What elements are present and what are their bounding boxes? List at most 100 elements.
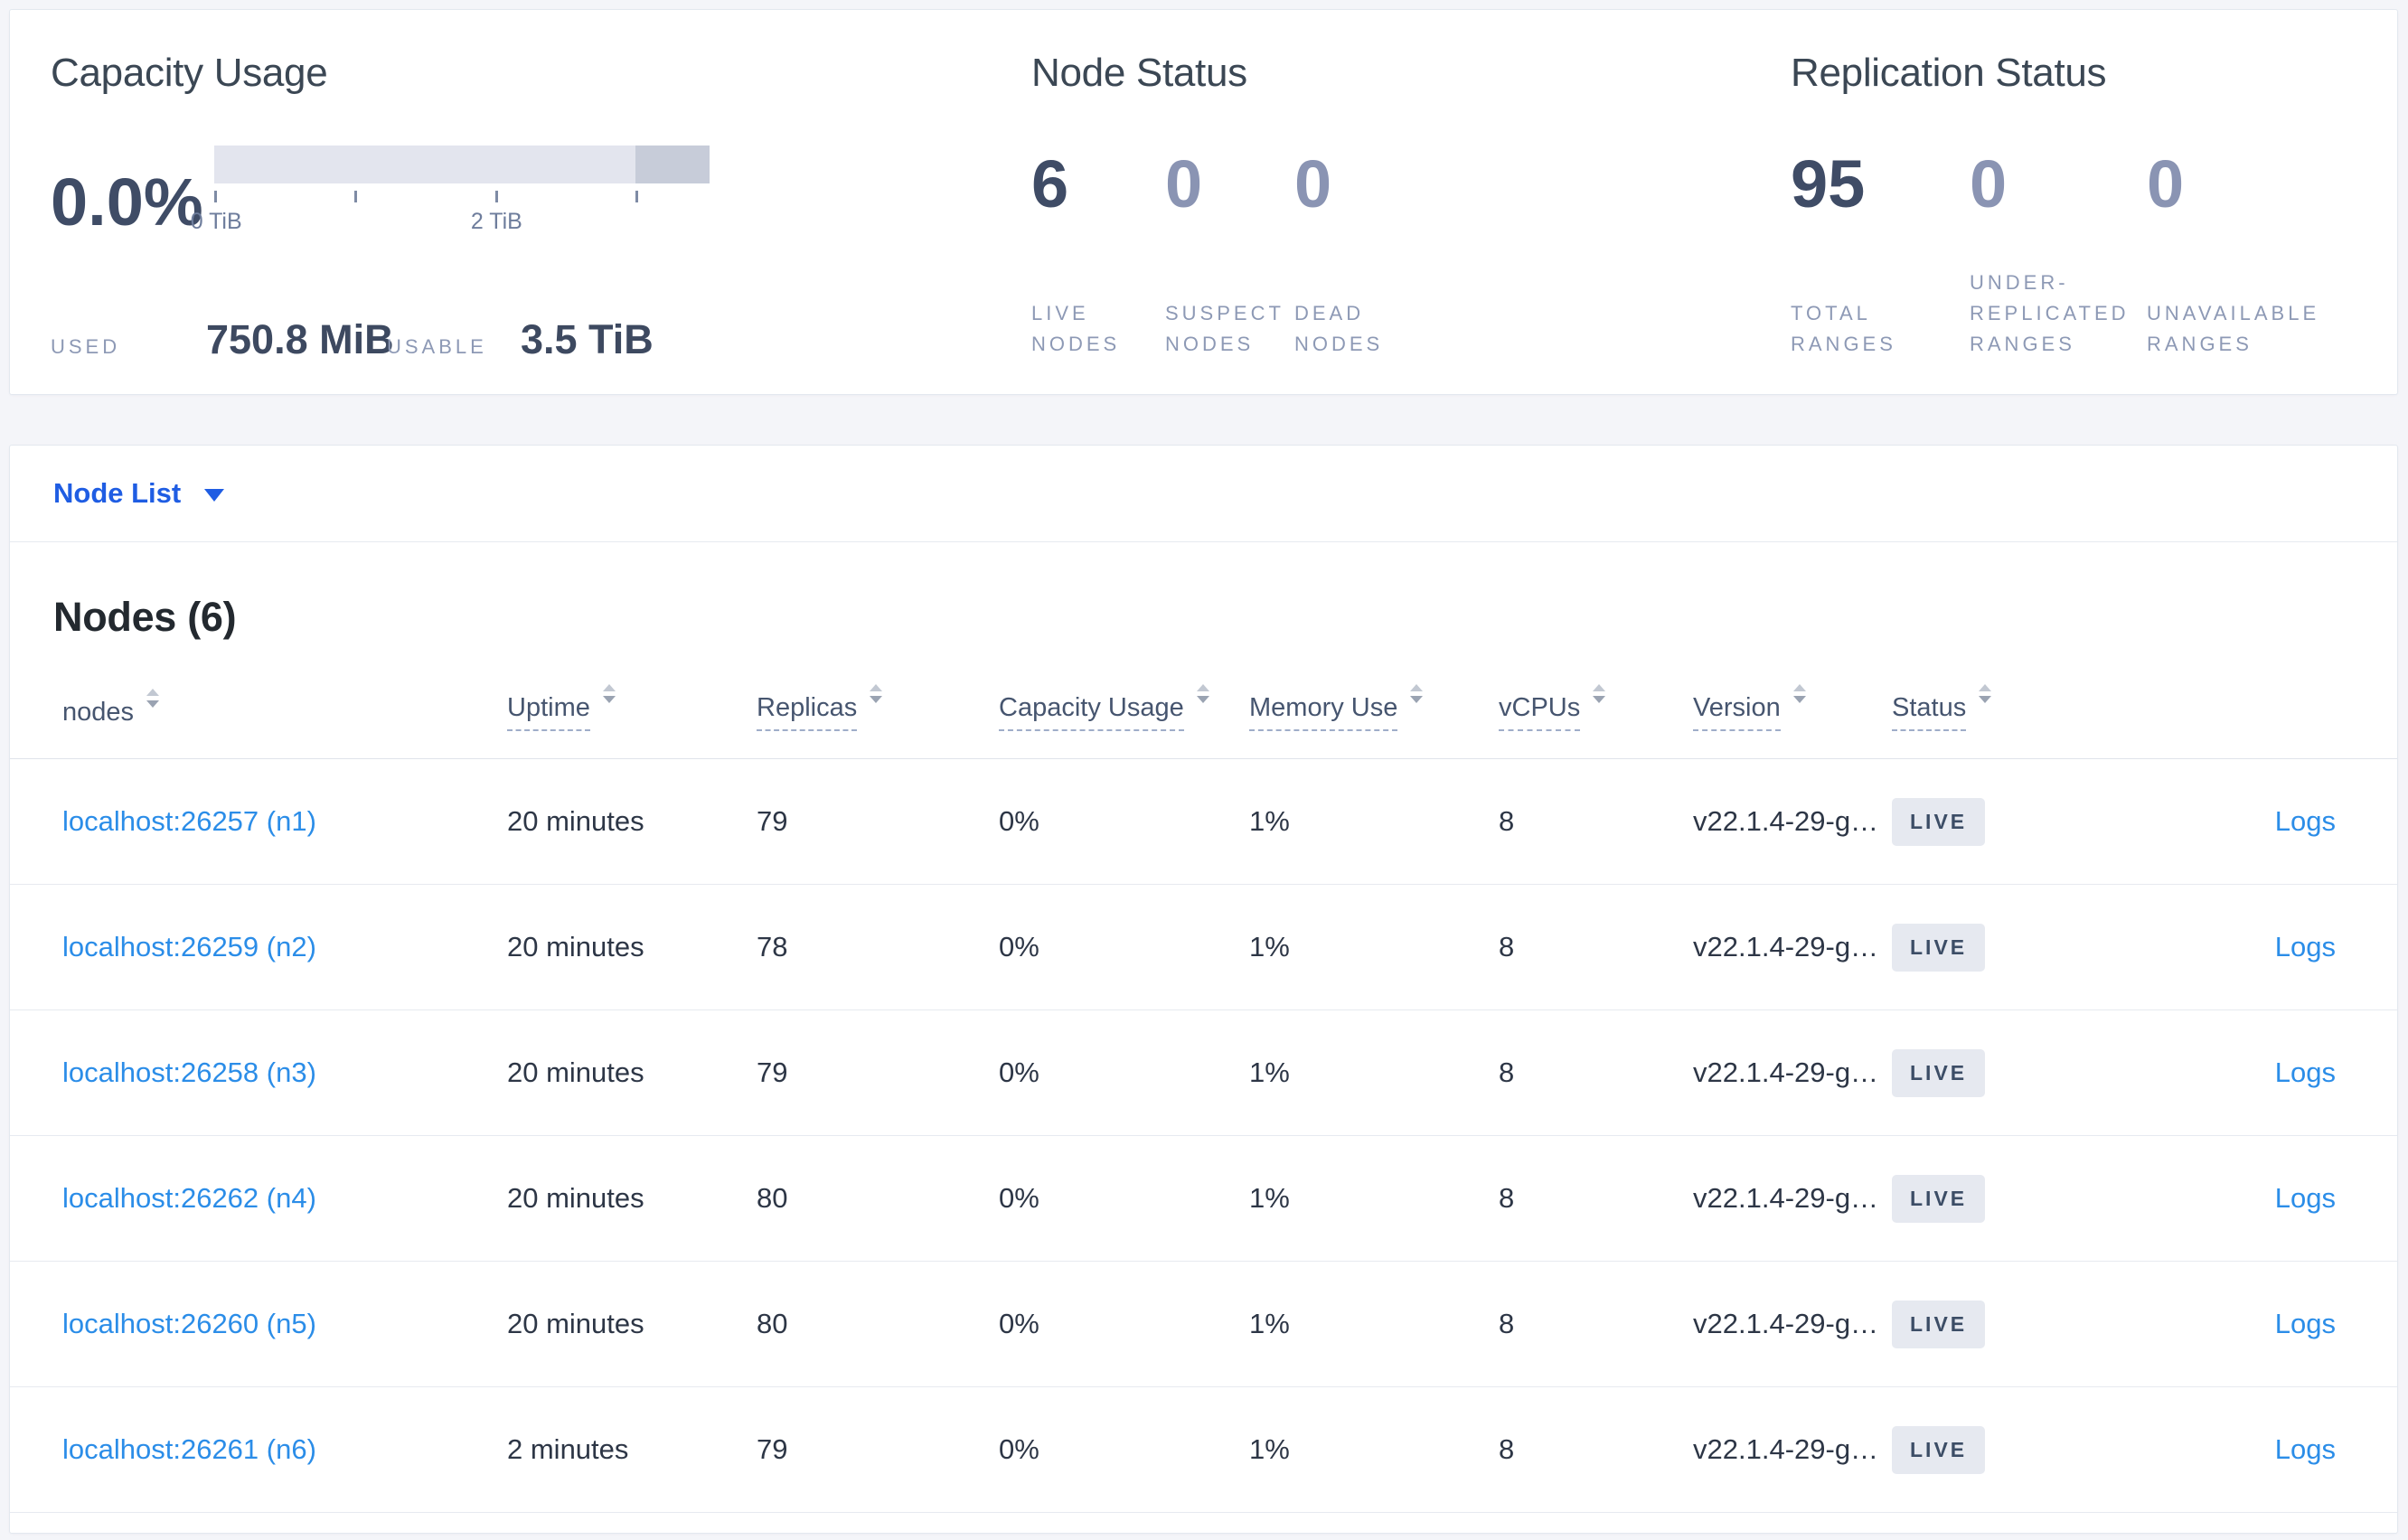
- logs-link[interactable]: Logs: [2274, 931, 2336, 963]
- node-link[interactable]: localhost:26262 (n4): [62, 1182, 316, 1215]
- column-header-version[interactable]: Version: [1693, 637, 1892, 760]
- logs-link[interactable]: Logs: [2274, 1056, 2336, 1089]
- logs-link[interactable]: Logs: [2274, 805, 2336, 838]
- replication-status-panel: Replication Status 95 TOTAL RANGES 0 UND…: [1791, 10, 2397, 394]
- capacity-bar-tail: [635, 146, 710, 183]
- sort-arrows-icon[interactable]: [1792, 684, 1806, 703]
- vcpus-value: 8: [1499, 1308, 1515, 1340]
- column-header-memory[interactable]: Memory Use: [1249, 637, 1499, 760]
- column-header-label[interactable]: Replicas: [757, 693, 858, 732]
- uptime-value: 20 minutes: [507, 805, 644, 838]
- capacity-used-usable-row: USED 750.8 MiB USABLE 3.5 TiB: [51, 319, 654, 360]
- capacity-usage-panel: Capacity Usage 0.0% 0 TiB 2 TiB USED: [10, 10, 1031, 394]
- table-row: localhost:26258 (n3) 20 minutes 79 0% 1% 8 v22…: [10, 1009, 2397, 1137]
- column-header-uptime[interactable]: Uptime: [507, 637, 757, 760]
- column-header-status[interactable]: Status: [1892, 637, 2118, 760]
- table-row: localhost:26261 (n6) 2 minutes 79 0% 1% 8 v22.…: [10, 1386, 2397, 1514]
- table-row: localhost:26257 (n1) 20 minutes 79 0% 1% 8 v22…: [10, 758, 2397, 886]
- dead-nodes-stat: 0 DEAD NODES: [1294, 151, 1448, 360]
- sort-arrows-icon[interactable]: [602, 684, 616, 703]
- live-nodes-label: LIVE NODES: [1031, 301, 1121, 355]
- column-header-replicas[interactable]: Replicas: [757, 637, 999, 760]
- node-list-card: Node List Nodes (6) nodes Uptime Replicas C…: [9, 445, 2398, 1534]
- status-badge: LIVE: [1892, 923, 1986, 972]
- version-value: v22.1.4-29-g…: [1693, 1056, 1879, 1089]
- status-badge: LIVE: [1892, 1300, 1986, 1348]
- sort-arrows-icon[interactable]: [1410, 684, 1424, 703]
- nodes-table-header-row: nodes Uptime Replicas Capacity Usage Memory …: [10, 637, 2397, 760]
- column-header-capacity[interactable]: Capacity Usage: [999, 637, 1249, 760]
- usable-label: USABLE: [387, 335, 487, 358]
- capacity-usage-body: 0.0% 0 TiB 2 TiB USED 750.8 MiB USABLE: [51, 100, 1031, 360]
- capacity-gauge-row: 0.0% 0 TiB 2 TiB: [51, 146, 710, 254]
- sort-arrows-icon[interactable]: [1593, 684, 1606, 703]
- logs-link[interactable]: Logs: [2274, 1308, 2336, 1340]
- suspect-nodes-stat: 0 SUSPECT NODES: [1165, 151, 1294, 360]
- sort-arrows-icon[interactable]: [146, 688, 160, 708]
- dead-nodes-label: DEAD NODES: [1294, 301, 1384, 355]
- capacity-usage-value: 0%: [999, 1056, 1039, 1089]
- used-label: USED: [51, 335, 121, 358]
- column-header-label[interactable]: Memory Use: [1249, 693, 1398, 732]
- sort-arrows-icon[interactable]: [870, 684, 883, 703]
- capacity-gauge: 0 TiB 2 TiB: [191, 146, 710, 254]
- suspect-nodes-count: 0: [1165, 146, 1203, 221]
- column-header-label[interactable]: vCPUs: [1499, 693, 1581, 732]
- node-list-dropdown-label[interactable]: Node List: [53, 477, 182, 509]
- unavailable-ranges-stat: 0 UNAVAILABLE RANGES: [2147, 151, 2355, 360]
- memory-use-value: 1%: [1249, 1056, 1290, 1089]
- total-ranges-count: 95: [1791, 146, 1866, 221]
- capacity-usage-value: 0%: [999, 1308, 1039, 1340]
- status-badge: LIVE: [1892, 1425, 1986, 1474]
- sort-arrows-icon[interactable]: [1979, 684, 1992, 703]
- axis-tick: [214, 191, 217, 202]
- vcpus-value: 8: [1499, 1433, 1515, 1466]
- node-link[interactable]: localhost:26257 (n1): [62, 805, 316, 838]
- nodes-table: nodes Uptime Replicas Capacity Usage Memory …: [10, 637, 2397, 1514]
- total-ranges-stat: 95 TOTAL RANGES: [1791, 151, 1970, 360]
- column-header-label[interactable]: Version: [1693, 693, 1781, 732]
- column-header-label[interactable]: nodes: [62, 697, 135, 727]
- node-link[interactable]: localhost:26260 (n5): [62, 1308, 316, 1340]
- version-value: v22.1.4-29-g…: [1693, 1433, 1879, 1466]
- summary-card: Capacity Usage 0.0% 0 TiB 2 TiB USED: [9, 9, 2398, 395]
- memory-use-value: 1%: [1249, 931, 1290, 963]
- uptime-value: 20 minutes: [507, 1308, 644, 1340]
- sort-arrows-icon[interactable]: [1196, 684, 1209, 703]
- node-link[interactable]: localhost:26261 (n6): [62, 1433, 316, 1466]
- replication-stats: 95 TOTAL RANGES 0 UNDER- REPLICATED RANG…: [1791, 151, 2355, 360]
- column-header-logs-empty: [2118, 637, 2397, 760]
- column-header-node[interactable]: nodes: [10, 637, 507, 760]
- logs-link[interactable]: Logs: [2274, 1433, 2336, 1466]
- uptime-value: 20 minutes: [507, 931, 644, 963]
- under-replicated-ranges-label: UNDER- REPLICATED RANGES: [1970, 270, 2130, 355]
- suspect-nodes-label: SUSPECT NODES: [1165, 301, 1284, 355]
- node-status-title: Node Status: [1031, 51, 1247, 95]
- node-list-dropdown[interactable]: Node List: [10, 446, 2397, 542]
- replicas-value: 80: [757, 1308, 788, 1340]
- column-header-vcpus[interactable]: vCPUs: [1499, 637, 1693, 760]
- node-link[interactable]: localhost:26259 (n2): [62, 931, 316, 963]
- capacity-usage-value: 0%: [999, 1433, 1039, 1466]
- capacity-usage-title: Capacity Usage: [51, 51, 328, 95]
- node-status-panel: Node Status 6 LIVE NODES 0 SUSPECT NODES…: [1031, 10, 1791, 394]
- table-row: localhost:26260 (n5) 20 minutes 80 0% 1% 8 v22…: [10, 1261, 2397, 1388]
- usable-value: 3.5 TiB: [521, 316, 654, 362]
- version-value: v22.1.4-29-g…: [1693, 1182, 1879, 1215]
- status-badge: LIVE: [1892, 1174, 1986, 1223]
- logs-link[interactable]: Logs: [2274, 1182, 2336, 1215]
- node-status-stats: 6 LIVE NODES 0 SUSPECT NODES 0 DEAD NODE…: [1031, 151, 1448, 360]
- column-header-label[interactable]: Status: [1892, 693, 1967, 732]
- column-header-label[interactable]: Capacity Usage: [999, 693, 1184, 732]
- version-value: v22.1.4-29-g…: [1693, 931, 1879, 963]
- memory-use-value: 1%: [1249, 1433, 1290, 1466]
- column-header-label[interactable]: Uptime: [507, 693, 590, 732]
- version-value: v22.1.4-29-g…: [1693, 805, 1879, 838]
- used-value: 750.8 MiB: [206, 316, 394, 362]
- live-nodes-count: 6: [1031, 146, 1069, 221]
- replication-status-title: Replication Status: [1791, 51, 2107, 95]
- node-link[interactable]: localhost:26258 (n3): [62, 1056, 316, 1089]
- capacity-percent-value: 0.0%: [51, 164, 203, 239]
- replicas-value: 79: [757, 1433, 788, 1466]
